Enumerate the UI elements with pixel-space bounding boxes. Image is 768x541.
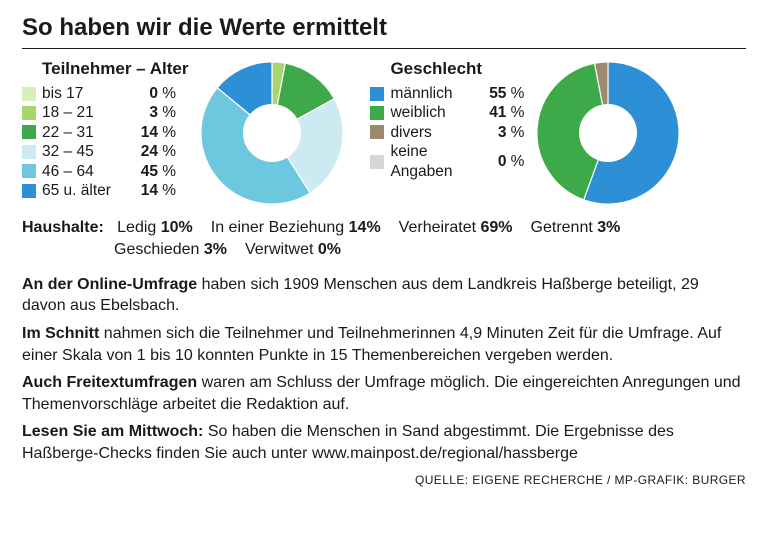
legend-row: divers3% [370, 123, 524, 142]
charts-row: Teilnehmer – Alter bis 170%18 – 213%22 –… [22, 59, 746, 207]
legend-label: männlich [390, 84, 464, 103]
legend-swatch [370, 125, 384, 139]
legend-label: weiblich [390, 103, 464, 122]
legend-swatch [22, 106, 36, 120]
paragraph-4: Lesen Sie am Mittwoch: So haben die Mens… [22, 421, 746, 464]
legend-swatch [370, 106, 384, 120]
legend-swatch [22, 125, 36, 139]
legend-label: 32 – 45 [42, 142, 116, 161]
legend-label: 65 u. älter [42, 181, 116, 200]
legend-label: bis 17 [42, 84, 116, 103]
infographic-container: So haben wir die Werte ermittelt Teilneh… [0, 0, 768, 497]
legend-label: keineAngaben [390, 142, 464, 181]
legend-percent: % [506, 123, 524, 142]
legend-row: keineAngaben0% [370, 142, 524, 181]
household-item: Verheiratet 69% [399, 219, 513, 236]
p4-lead: Lesen Sie am Mittwoch: [22, 423, 203, 440]
legend-value: 0 [116, 84, 158, 103]
legend-percent: % [158, 123, 176, 142]
legend-value: 45 [116, 162, 158, 181]
legend-percent: % [506, 84, 524, 103]
age-donut-chart [198, 59, 346, 207]
headline: So haben wir die Werte ermittelt [22, 14, 746, 42]
legend-row: 65 u. älter14% [22, 181, 188, 200]
legend-value: 14 [116, 181, 158, 200]
legend-label: 22 – 31 [42, 123, 116, 142]
age-chart-block: Teilnehmer – Alter bis 170%18 – 213%22 –… [22, 59, 346, 207]
legend-value: 0 [464, 152, 506, 171]
legend-swatch [22, 87, 36, 101]
households-label: Haushalte: [22, 219, 104, 236]
legend-label: divers [390, 123, 464, 142]
legend-value: 3 [116, 103, 158, 122]
p2-rest: nahmen sich die Teilnehmer und Teilnehme… [22, 325, 721, 364]
gender-legend: Geschlecht männlich55%weiblich41%divers3… [370, 59, 524, 181]
legend-percent: % [158, 103, 176, 122]
donut-hole [244, 105, 301, 162]
household-item: Getrennt 3% [531, 219, 621, 236]
legend-value: 3 [464, 123, 506, 142]
legend-label: 46 – 64 [42, 162, 116, 181]
legend-label: 18 – 21 [42, 103, 116, 122]
legend-value: 24 [116, 142, 158, 161]
source-line: QUELLE: EIGENE RECHERCHE / MP-GRAFIK: BU… [22, 473, 746, 487]
household-item: Verwitwet 0% [245, 241, 341, 258]
legend-percent: % [158, 142, 176, 161]
legend-swatch [22, 145, 36, 159]
gender-legend-title: Geschlecht [390, 59, 524, 79]
p3-lead: Auch Freitextumfragen [22, 374, 197, 391]
age-legend-title: Teilnehmer – Alter [42, 59, 188, 79]
p1-lead: An der Online-Umfrage [22, 276, 197, 293]
legend-swatch [370, 155, 384, 169]
body-text: An der Online-Umfrage haben sich 1909 Me… [22, 274, 746, 465]
paragraph-1: An der Online-Umfrage haben sich 1909 Me… [22, 274, 746, 317]
donut-hole [580, 105, 637, 162]
legend-swatch [22, 184, 36, 198]
divider-rule [22, 48, 746, 49]
legend-row: 32 – 4524% [22, 142, 188, 161]
gender-donut-chart [534, 59, 682, 207]
households-section: Haushalte: Ledig 10% In einer Beziehung 1… [22, 217, 746, 262]
legend-value: 14 [116, 123, 158, 142]
household-item: In einer Beziehung 14% [211, 219, 381, 236]
legend-row: 46 – 6445% [22, 162, 188, 181]
legend-percent: % [158, 84, 176, 103]
legend-value: 41 [464, 103, 506, 122]
legend-row: 22 – 3114% [22, 123, 188, 142]
gender-chart-block: Geschlecht männlich55%weiblich41%divers3… [370, 59, 682, 207]
household-item: Ledig 10% [117, 219, 193, 236]
legend-row: bis 170% [22, 84, 188, 103]
legend-percent: % [158, 162, 176, 181]
legend-value: 55 [464, 84, 506, 103]
legend-swatch [22, 164, 36, 178]
legend-swatch [370, 87, 384, 101]
legend-row: weiblich41% [370, 103, 524, 122]
legend-row: männlich55% [370, 84, 524, 103]
p2-lead: Im Schnitt [22, 325, 99, 342]
legend-percent: % [506, 103, 524, 122]
household-item: Geschieden 3% [114, 241, 227, 258]
paragraph-3: Auch Freitextumfragen waren am Schluss d… [22, 372, 746, 415]
age-legend: Teilnehmer – Alter bis 170%18 – 213%22 –… [22, 59, 188, 200]
legend-row: 18 – 213% [22, 103, 188, 122]
legend-percent: % [506, 152, 524, 171]
legend-percent: % [158, 181, 176, 200]
paragraph-2: Im Schnitt nahmen sich die Teilnehmer un… [22, 323, 746, 366]
